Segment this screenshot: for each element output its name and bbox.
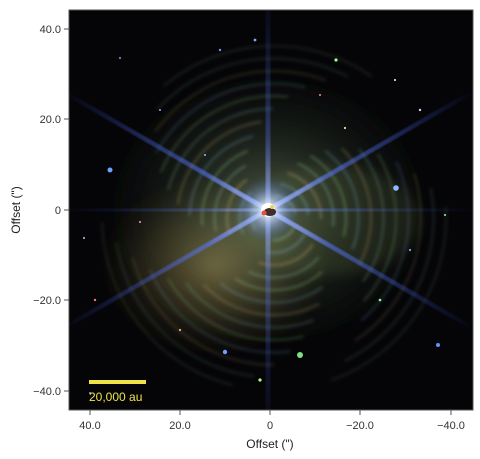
background-star [83, 237, 85, 239]
background-star [258, 378, 262, 382]
background-star [139, 221, 141, 223]
dust-shell-arc [175, 119, 373, 317]
dust-shell-arc [213, 157, 335, 279]
background-star [119, 57, 121, 59]
dust-shell-arc [100, 44, 448, 392]
y-axis-title: Offset (") [9, 186, 23, 233]
background-star [418, 108, 422, 112]
background-star [444, 214, 446, 216]
image-panel: 20,000 au [69, 10, 473, 410]
background-star [334, 58, 338, 62]
background-star [393, 185, 399, 191]
y-tick-label: 40.0 [40, 24, 61, 36]
x-axis-title: Offset (") [246, 437, 293, 451]
background-star [107, 167, 113, 173]
background-star [394, 79, 396, 81]
y-axis: 40.0 20.0 0 −20.0 −40.0 Offset (") [9, 24, 69, 398]
x-tick-label: −20.0 [346, 420, 374, 432]
background-star [319, 94, 321, 96]
dust-shell-arc [150, 94, 398, 342]
background-star [436, 343, 440, 347]
y-tick-label: −40.0 [33, 386, 61, 398]
background-star [297, 352, 303, 358]
y-tick-label: −20.0 [33, 295, 61, 307]
background-star [253, 38, 257, 42]
x-axis: 40.0 20.0 0 −20.0 −40.0 Offset (") [79, 410, 465, 451]
y-tick-label: 20.0 [40, 114, 61, 126]
background-star [93, 298, 97, 302]
dust-shell-arc [138, 82, 410, 354]
scale-bar-label: 20,000 au [89, 390, 142, 404]
background-star [408, 248, 412, 252]
background-stars [83, 38, 446, 394]
x-tick-label: 40.0 [79, 420, 100, 432]
x-tick-label: −40.0 [437, 420, 465, 432]
background-star [159, 109, 161, 111]
background-star [204, 154, 206, 156]
scale-bar [89, 380, 146, 384]
background-star [178, 328, 182, 332]
central-red-knot [261, 210, 267, 216]
x-tick-label: 0 [267, 420, 273, 432]
y-tick-label: 0 [55, 205, 61, 217]
background-star [218, 48, 222, 52]
background-star [222, 349, 228, 355]
dust-shell-arc [113, 57, 435, 379]
background-star [378, 298, 382, 302]
background-star [343, 126, 347, 130]
x-tick-label: 20.0 [169, 420, 190, 432]
background-star [89, 392, 91, 394]
dust-shell-arc [125, 69, 423, 367]
central-shadow [264, 208, 276, 216]
central-yellow-knot [270, 205, 274, 209]
dust-shell-arc [200, 144, 348, 292]
